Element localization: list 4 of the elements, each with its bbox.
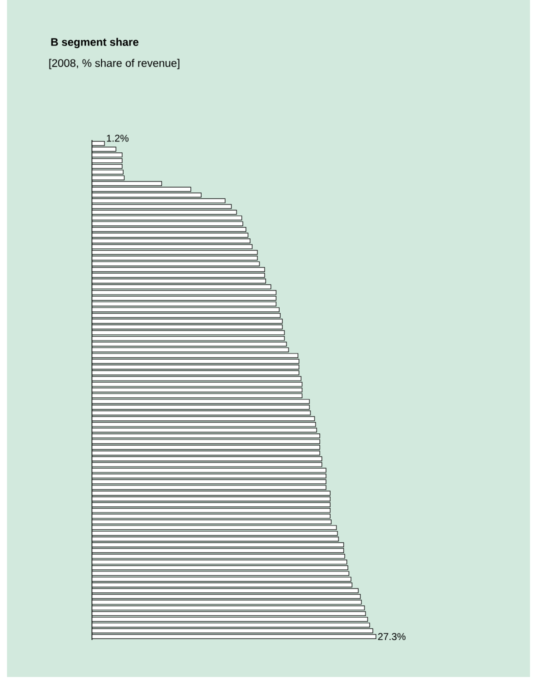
data-label: 27.3% <box>378 633 406 640</box>
data-label: 1.2% <box>106 134 129 142</box>
chart-title: B segment share <box>51 38 138 48</box>
chart-subtitle: [2008, % share of revenue] <box>49 58 180 70</box>
